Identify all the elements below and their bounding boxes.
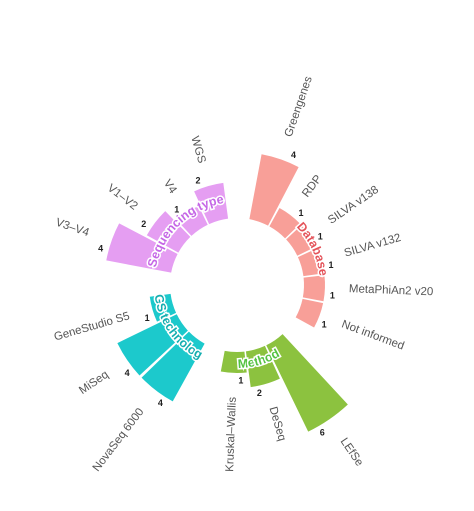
bar-rdp xyxy=(269,207,301,239)
bar-v1-v2 xyxy=(146,211,191,253)
category-label-not-informed: Not informed xyxy=(340,318,406,352)
value-label-silva-v132: 1 xyxy=(329,260,334,270)
bar-kruskal-wallis xyxy=(220,350,247,374)
bar-greengenes xyxy=(249,154,299,226)
category-label-miseq: MiSeq xyxy=(77,369,111,397)
value-label-genestudio-s5: 1 xyxy=(145,313,150,323)
value-label-kruskal-wallis: 1 xyxy=(238,375,243,385)
bar-novaseq-6000 xyxy=(141,331,205,402)
category-label-v4: V4 xyxy=(161,178,179,197)
value-label-wgs: 2 xyxy=(195,175,200,185)
value-label-miseq: 4 xyxy=(125,368,130,378)
category-label-lefse: LEfSe xyxy=(338,436,366,469)
category-label-greengenes: Greengenes xyxy=(283,75,315,139)
category-label-novaseq-6000: NovaSeq 6000 xyxy=(91,406,147,474)
bar-silva-v138 xyxy=(286,225,317,256)
category-label-rdp: RDP xyxy=(300,173,324,200)
category-label-deseq: DeSeq xyxy=(266,405,287,442)
bar-v3-v4 xyxy=(106,223,178,273)
value-label-not-informed: 1 xyxy=(322,320,327,330)
value-label-greengenes: 4 xyxy=(291,150,296,160)
value-label-novaseq-6000: 4 xyxy=(158,398,163,408)
value-label-rdp: 1 xyxy=(299,208,304,218)
value-label-v4: 1 xyxy=(174,205,179,215)
bar-v4 xyxy=(177,205,208,236)
category-label-v1-v2: V1–V2 xyxy=(105,182,140,212)
value-label-metaphian2-v20: 1 xyxy=(330,290,335,300)
value-label-deseq: 2 xyxy=(257,388,262,398)
value-label-v3-v4: 4 xyxy=(98,244,103,254)
category-label-silva-v132: SILVA v132 xyxy=(343,232,402,260)
bar-not-informed xyxy=(295,298,324,328)
value-label-lefse: 6 xyxy=(320,428,325,438)
value-label-silva-v138: 1 xyxy=(318,232,323,242)
value-label-v1-v2: 2 xyxy=(141,219,146,229)
bar-deseq xyxy=(245,345,280,388)
category-label-genestudio-s5: GeneStudio S5 xyxy=(53,310,131,343)
bar-wgs xyxy=(194,182,229,225)
category-label-kruskal-wallis: Kruskal–Wallis xyxy=(224,396,239,472)
category-label-wgs: WGS xyxy=(188,135,207,165)
bar-silva-v132 xyxy=(297,248,325,277)
category-label-metaphian2-v20: MetaPhiAn2 v20 xyxy=(349,283,434,298)
category-label-silva-v138: SILVA v138 xyxy=(326,184,381,227)
category-label-v3-v4: V3–V4 xyxy=(54,217,91,240)
bar-miseq xyxy=(117,314,188,376)
bar-genestudio-s5 xyxy=(149,293,177,322)
bar-metaphian2-v20 xyxy=(302,275,325,302)
bar-lefse xyxy=(266,334,348,432)
